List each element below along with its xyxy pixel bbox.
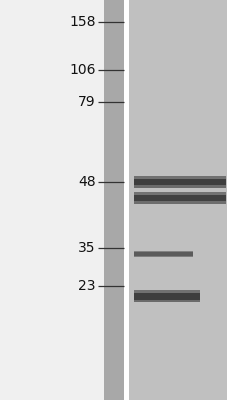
Text: 23: 23 <box>78 279 95 293</box>
Bar <box>128 0 227 400</box>
Bar <box>133 185 225 188</box>
Bar <box>133 300 199 302</box>
Bar <box>124 0 128 400</box>
Text: 106: 106 <box>69 63 95 77</box>
Bar <box>133 256 192 258</box>
Bar <box>133 290 199 302</box>
Bar <box>133 250 192 252</box>
Text: 35: 35 <box>78 241 95 255</box>
Text: 79: 79 <box>78 95 95 109</box>
Bar <box>133 201 225 204</box>
Bar <box>133 192 225 195</box>
Bar <box>103 0 124 400</box>
Bar <box>133 192 225 204</box>
Text: 158: 158 <box>69 15 95 29</box>
Bar <box>133 176 225 179</box>
Text: 48: 48 <box>78 175 95 189</box>
Bar <box>133 176 225 188</box>
Bar <box>133 290 199 293</box>
Bar <box>133 251 192 257</box>
